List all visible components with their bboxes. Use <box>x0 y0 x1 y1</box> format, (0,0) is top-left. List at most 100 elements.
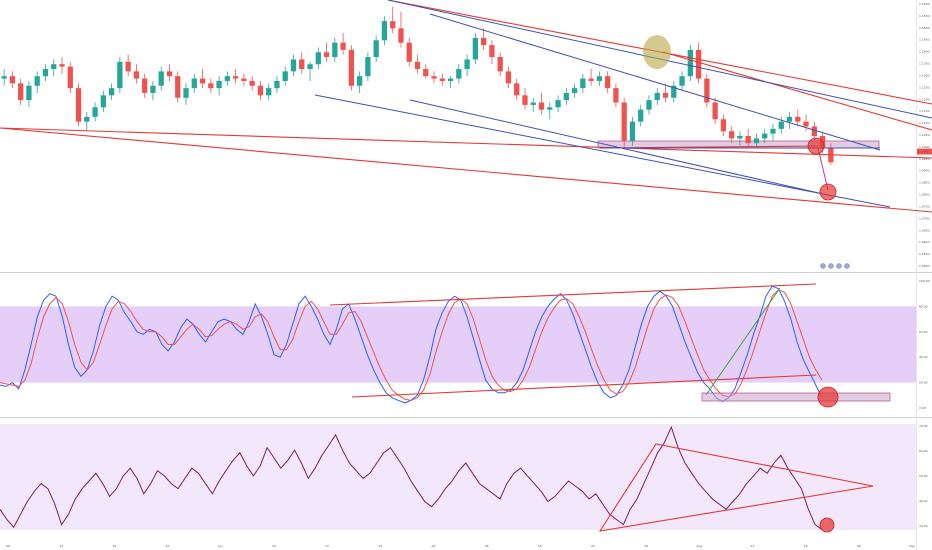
time-tick-label: 10 <box>272 544 276 548</box>
candle-body <box>778 121 784 129</box>
candle-body <box>406 42 412 62</box>
candle-body <box>142 78 148 93</box>
stochastic-overlay <box>329 283 891 408</box>
time-tick-label: 17 <box>325 544 329 548</box>
candle-body <box>365 57 371 77</box>
candle-body <box>464 59 470 69</box>
price-tick-label: 1.1050 <box>919 133 930 137</box>
candle-body <box>530 102 536 105</box>
event-icon <box>828 263 834 269</box>
price-tick-label: 1.1350 <box>919 62 930 66</box>
candle-body <box>373 40 379 58</box>
candle-body <box>290 59 297 72</box>
stoch-lower-channel <box>351 374 817 398</box>
time-tick-label: 15 <box>538 544 542 548</box>
candle-body <box>75 88 82 122</box>
channel-line <box>0 127 932 213</box>
candle-body <box>472 37 479 60</box>
candle-body <box>563 92 569 101</box>
candle-body <box>753 138 760 144</box>
stoch-tick-label: 40.00 <box>919 355 928 359</box>
candle-body <box>381 21 388 41</box>
time-tick-label: Jun <box>217 544 223 548</box>
candle-body <box>183 88 189 98</box>
time-tick-label: 20 <box>112 544 116 548</box>
time-tick-label: Sep <box>909 544 915 548</box>
time-tick-label: 12 <box>751 544 755 548</box>
rsi-marker <box>819 517 835 533</box>
time-tick-label: 08 <box>485 544 489 548</box>
candle-body <box>166 71 173 77</box>
time-tick-label: 26 <box>857 544 861 548</box>
candle-body <box>125 61 131 72</box>
candle-body <box>613 88 619 103</box>
candle-body <box>208 83 214 89</box>
candle-body <box>621 102 627 141</box>
price-tick-label: 1.1400 <box>919 50 930 54</box>
last-price-tag <box>917 148 932 155</box>
candle-body <box>580 78 586 89</box>
price-tick-label: 1.0850 <box>919 181 930 185</box>
candle-body <box>199 78 206 84</box>
price-markers <box>643 35 850 269</box>
candle-body <box>414 61 421 69</box>
candle-body <box>588 78 594 81</box>
candle-body <box>447 78 454 81</box>
stoch-tick-label: 0.00 <box>919 406 926 410</box>
candle-body <box>662 92 669 98</box>
candle-body <box>695 49 702 79</box>
time-tick-label: 27 <box>166 544 170 548</box>
candle-body <box>117 61 123 89</box>
stochastic-d-line <box>0 289 823 401</box>
price-tick-label: 1.0600 <box>919 240 930 244</box>
candle-body <box>390 21 396 29</box>
price-tick-label: 1.0950 <box>919 157 930 161</box>
trend-line <box>314 94 891 208</box>
candle-body <box>150 85 156 93</box>
stochastic-band-fill <box>0 306 916 383</box>
candle-body <box>795 116 801 122</box>
candle-body <box>92 107 98 117</box>
candle-body <box>249 80 255 86</box>
time-tick-label: 24 <box>378 544 382 548</box>
candle-body <box>356 76 363 86</box>
candle-body <box>224 76 230 81</box>
price-tick-label: 1.0550 <box>919 252 930 256</box>
trend-line <box>429 13 881 151</box>
candle-body <box>175 76 181 98</box>
stoch-upper-channel <box>329 283 817 306</box>
price-tick-label: 1.0800 <box>919 193 930 197</box>
candle-body <box>191 78 197 89</box>
time-tick-label: Aug <box>696 544 702 548</box>
top-highlight-marker <box>643 35 671 69</box>
candle-body <box>59 64 65 67</box>
price-tick-label: 1.1600 <box>919 2 930 6</box>
event-icon <box>836 263 842 269</box>
candle-body <box>646 100 652 110</box>
candle-body <box>307 64 313 69</box>
time-tick-label: 29 <box>644 544 648 548</box>
candle-body <box>497 57 503 72</box>
channel-line <box>0 127 932 159</box>
price-tick-label: 1.1500 <box>919 26 930 30</box>
candle-body <box>654 92 660 101</box>
candle-body <box>398 28 404 43</box>
candle-body <box>803 121 809 127</box>
rsi-tick-label: 30.00 <box>919 524 928 528</box>
stoch-zone-box <box>701 392 891 402</box>
breakdown-marker <box>807 137 825 155</box>
candle-body <box>34 76 40 86</box>
candle-body <box>456 69 462 79</box>
candle-body <box>671 85 677 98</box>
price-tick-label: 1.0500 <box>919 264 930 268</box>
candle-body <box>480 37 487 46</box>
candle-body <box>811 126 817 136</box>
candle-body <box>729 131 735 139</box>
price-tick-label: 1.1250 <box>919 85 930 89</box>
candle-body <box>431 76 437 79</box>
candle-body <box>596 76 603 81</box>
price-tick-label: 1.1100 <box>919 121 930 125</box>
candle-body <box>158 71 164 86</box>
rsi-triangle <box>598 443 874 532</box>
time-tick-label: 06 <box>6 544 10 548</box>
